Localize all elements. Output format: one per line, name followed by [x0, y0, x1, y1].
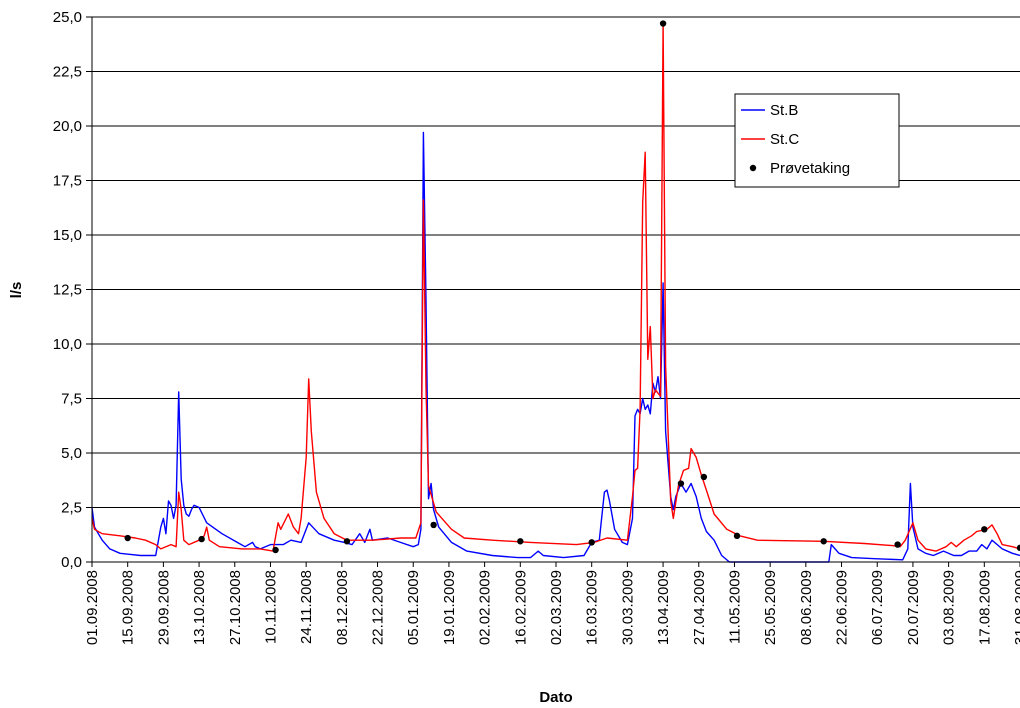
legend: St.B St.C Prøvetaking: [734, 93, 900, 188]
y-axis-tick-labels: 0,0 2,5 5,0 7,5 10,0 12,5 15,0 17,5 20,0 22,5 25,0: [53, 9, 92, 571]
x-tick-label: 03.08.2009: [941, 570, 958, 645]
sample-point: [894, 541, 901, 548]
y-axis-title: l/s: [8, 282, 25, 299]
y-tick-label: 5,0: [61, 445, 82, 462]
y-tick-label: 17,5: [53, 173, 82, 190]
y-tick-label: 10,0: [53, 336, 82, 353]
x-tick-label: 24.11.2008: [298, 570, 315, 644]
y-tick-label: 12,5: [53, 282, 82, 299]
x-tick-label: 10.11.2008: [262, 570, 279, 644]
series-line-st-c: [91, 22, 1020, 552]
x-tick-label: 11.05.2009: [726, 570, 743, 644]
y-tick-label: 15,0: [53, 227, 82, 244]
x-tick-label: 29.09.2008: [155, 570, 172, 645]
sample-point: [343, 538, 351, 545]
x-tick-label: 25.05.2009: [762, 570, 779, 645]
x-tick-label: 08.12.2008: [334, 570, 351, 645]
sample-point: [981, 526, 988, 533]
y-tick-label: 0,0: [61, 554, 82, 571]
x-tick-label: 30.03.2009: [619, 570, 636, 645]
x-axis-tick-labels: 01.09.2008 15.09.2008 29.09.2008 13.10.2008…: [84, 562, 1020, 645]
x-tick-label: 27.10.2008: [227, 570, 244, 645]
sample-point: [588, 539, 595, 546]
legend-label: Prøvetaking: [770, 160, 850, 177]
x-tick-label: 02.03.2009: [548, 570, 565, 645]
x-tick-label: 01.09.2008: [84, 570, 101, 645]
x-tick-label: 17.08.2009: [976, 570, 993, 645]
x-tick-label: 05.01.2009: [405, 570, 422, 645]
x-tick-label: 22.06.2009: [834, 570, 851, 645]
x-tick-label: 31.08.2009: [1012, 570, 1020, 645]
x-tick-label: 16.02.2009: [512, 570, 529, 645]
sample-point: [517, 538, 524, 545]
sample-point: [677, 480, 685, 487]
sample-point: [272, 546, 279, 554]
sample-point: [198, 535, 205, 543]
y-tick-label: 2,5: [61, 500, 82, 517]
y-tick-label: 20,0: [53, 118, 82, 135]
sample-points: [124, 20, 1020, 554]
x-tick-label: 20.07.2009: [905, 570, 922, 645]
y-tick-label: 25,0: [53, 9, 82, 26]
sample-point: [700, 473, 708, 481]
legend-label: St.C: [770, 131, 799, 148]
y-tick-label: 22,5: [53, 64, 82, 81]
x-tick-label: 22.12.2008: [370, 570, 387, 645]
x-tick-label: 15.09.2008: [120, 570, 137, 645]
x-tick-label: 08.06.2009: [798, 570, 815, 645]
horizontal-gridlines: [92, 16, 1020, 508]
sample-point: [820, 538, 827, 545]
x-axis-title: Dato: [539, 689, 572, 706]
sample-point: [124, 534, 131, 542]
sample-point: [659, 20, 667, 27]
sample-point: [1016, 544, 1020, 552]
x-tick-label: 02.02.2009: [477, 570, 494, 645]
legend-label: St.B: [770, 102, 798, 119]
sample-point: [733, 532, 741, 540]
x-tick-label: 06.07.2009: [869, 570, 886, 645]
x-tick-label: 27.04.2009: [691, 570, 708, 645]
y-tick-label: 7,5: [61, 391, 82, 408]
x-tick-label: 13.04.2009: [655, 570, 672, 645]
series-line-st-b: [91, 131, 1020, 563]
x-tick-label: 16.03.2009: [584, 570, 601, 645]
x-tick-label: 13.10.2008: [191, 570, 208, 645]
x-tick-label: 19.01.2009: [441, 570, 458, 645]
sample-point: [430, 521, 437, 529]
series-lines: [91, 22, 1020, 563]
legend-marker: [749, 164, 757, 172]
